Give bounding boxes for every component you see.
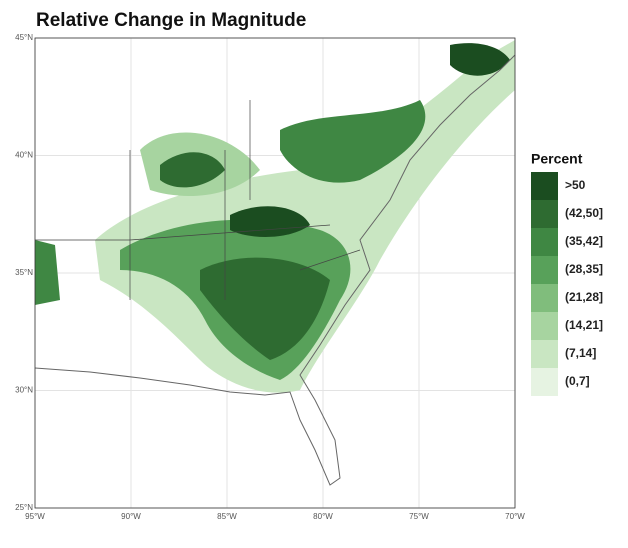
legend-label: (42,50] [565, 206, 603, 220]
field-patch [450, 43, 510, 76]
legend-label: (28,35] [565, 262, 603, 276]
legend: >50 (42,50] (35,42] (28,35] (21,28] (14,21] (7… [531, 172, 603, 396]
legend-swatch [531, 228, 558, 256]
legend-label: (0,7] [565, 374, 590, 388]
y-tick-label: 35°N [15, 268, 33, 277]
coastline [34, 54, 516, 486]
y-tick-label: 30°N [15, 386, 33, 395]
y-tick-label: 25°N [15, 503, 33, 512]
state-borders [35, 100, 361, 300]
legend-label: (7,14] [565, 346, 596, 360]
y-tick-label: 40°N [15, 151, 33, 160]
legend-label: >50 [565, 178, 586, 192]
field-patch [230, 206, 310, 237]
legend-swatch [531, 200, 558, 228]
x-tick-label: 90°W [121, 512, 141, 521]
legend-swatch [531, 256, 558, 284]
field-patch [160, 152, 225, 188]
title: Relative Change in Magnitude [36, 10, 306, 31]
legend-swatch [531, 340, 558, 368]
x-tick-label: 70°W [505, 512, 525, 521]
x-tick-label: 85°W [217, 512, 237, 521]
x-tick-label: 75°W [409, 512, 429, 521]
legend-swatch [531, 284, 558, 312]
legend-label: (35,42] [565, 234, 603, 248]
legend-swatch [531, 368, 558, 396]
change-field [35, 40, 515, 393]
x-tick-label: 80°W [313, 512, 333, 521]
field-patch [280, 100, 426, 183]
x-tick-label: 95°W [25, 512, 45, 521]
legend-label: (14,21] [565, 318, 603, 332]
field-patch [200, 257, 330, 360]
legend-title: Percent [531, 151, 583, 167]
plot-border [34, 37, 516, 509]
legend-label: (21,28] [565, 290, 603, 304]
field-patch [35, 240, 60, 305]
y-tick-label: 45°N [15, 33, 33, 42]
legend-swatch [531, 172, 558, 200]
legend-swatch [531, 312, 558, 340]
